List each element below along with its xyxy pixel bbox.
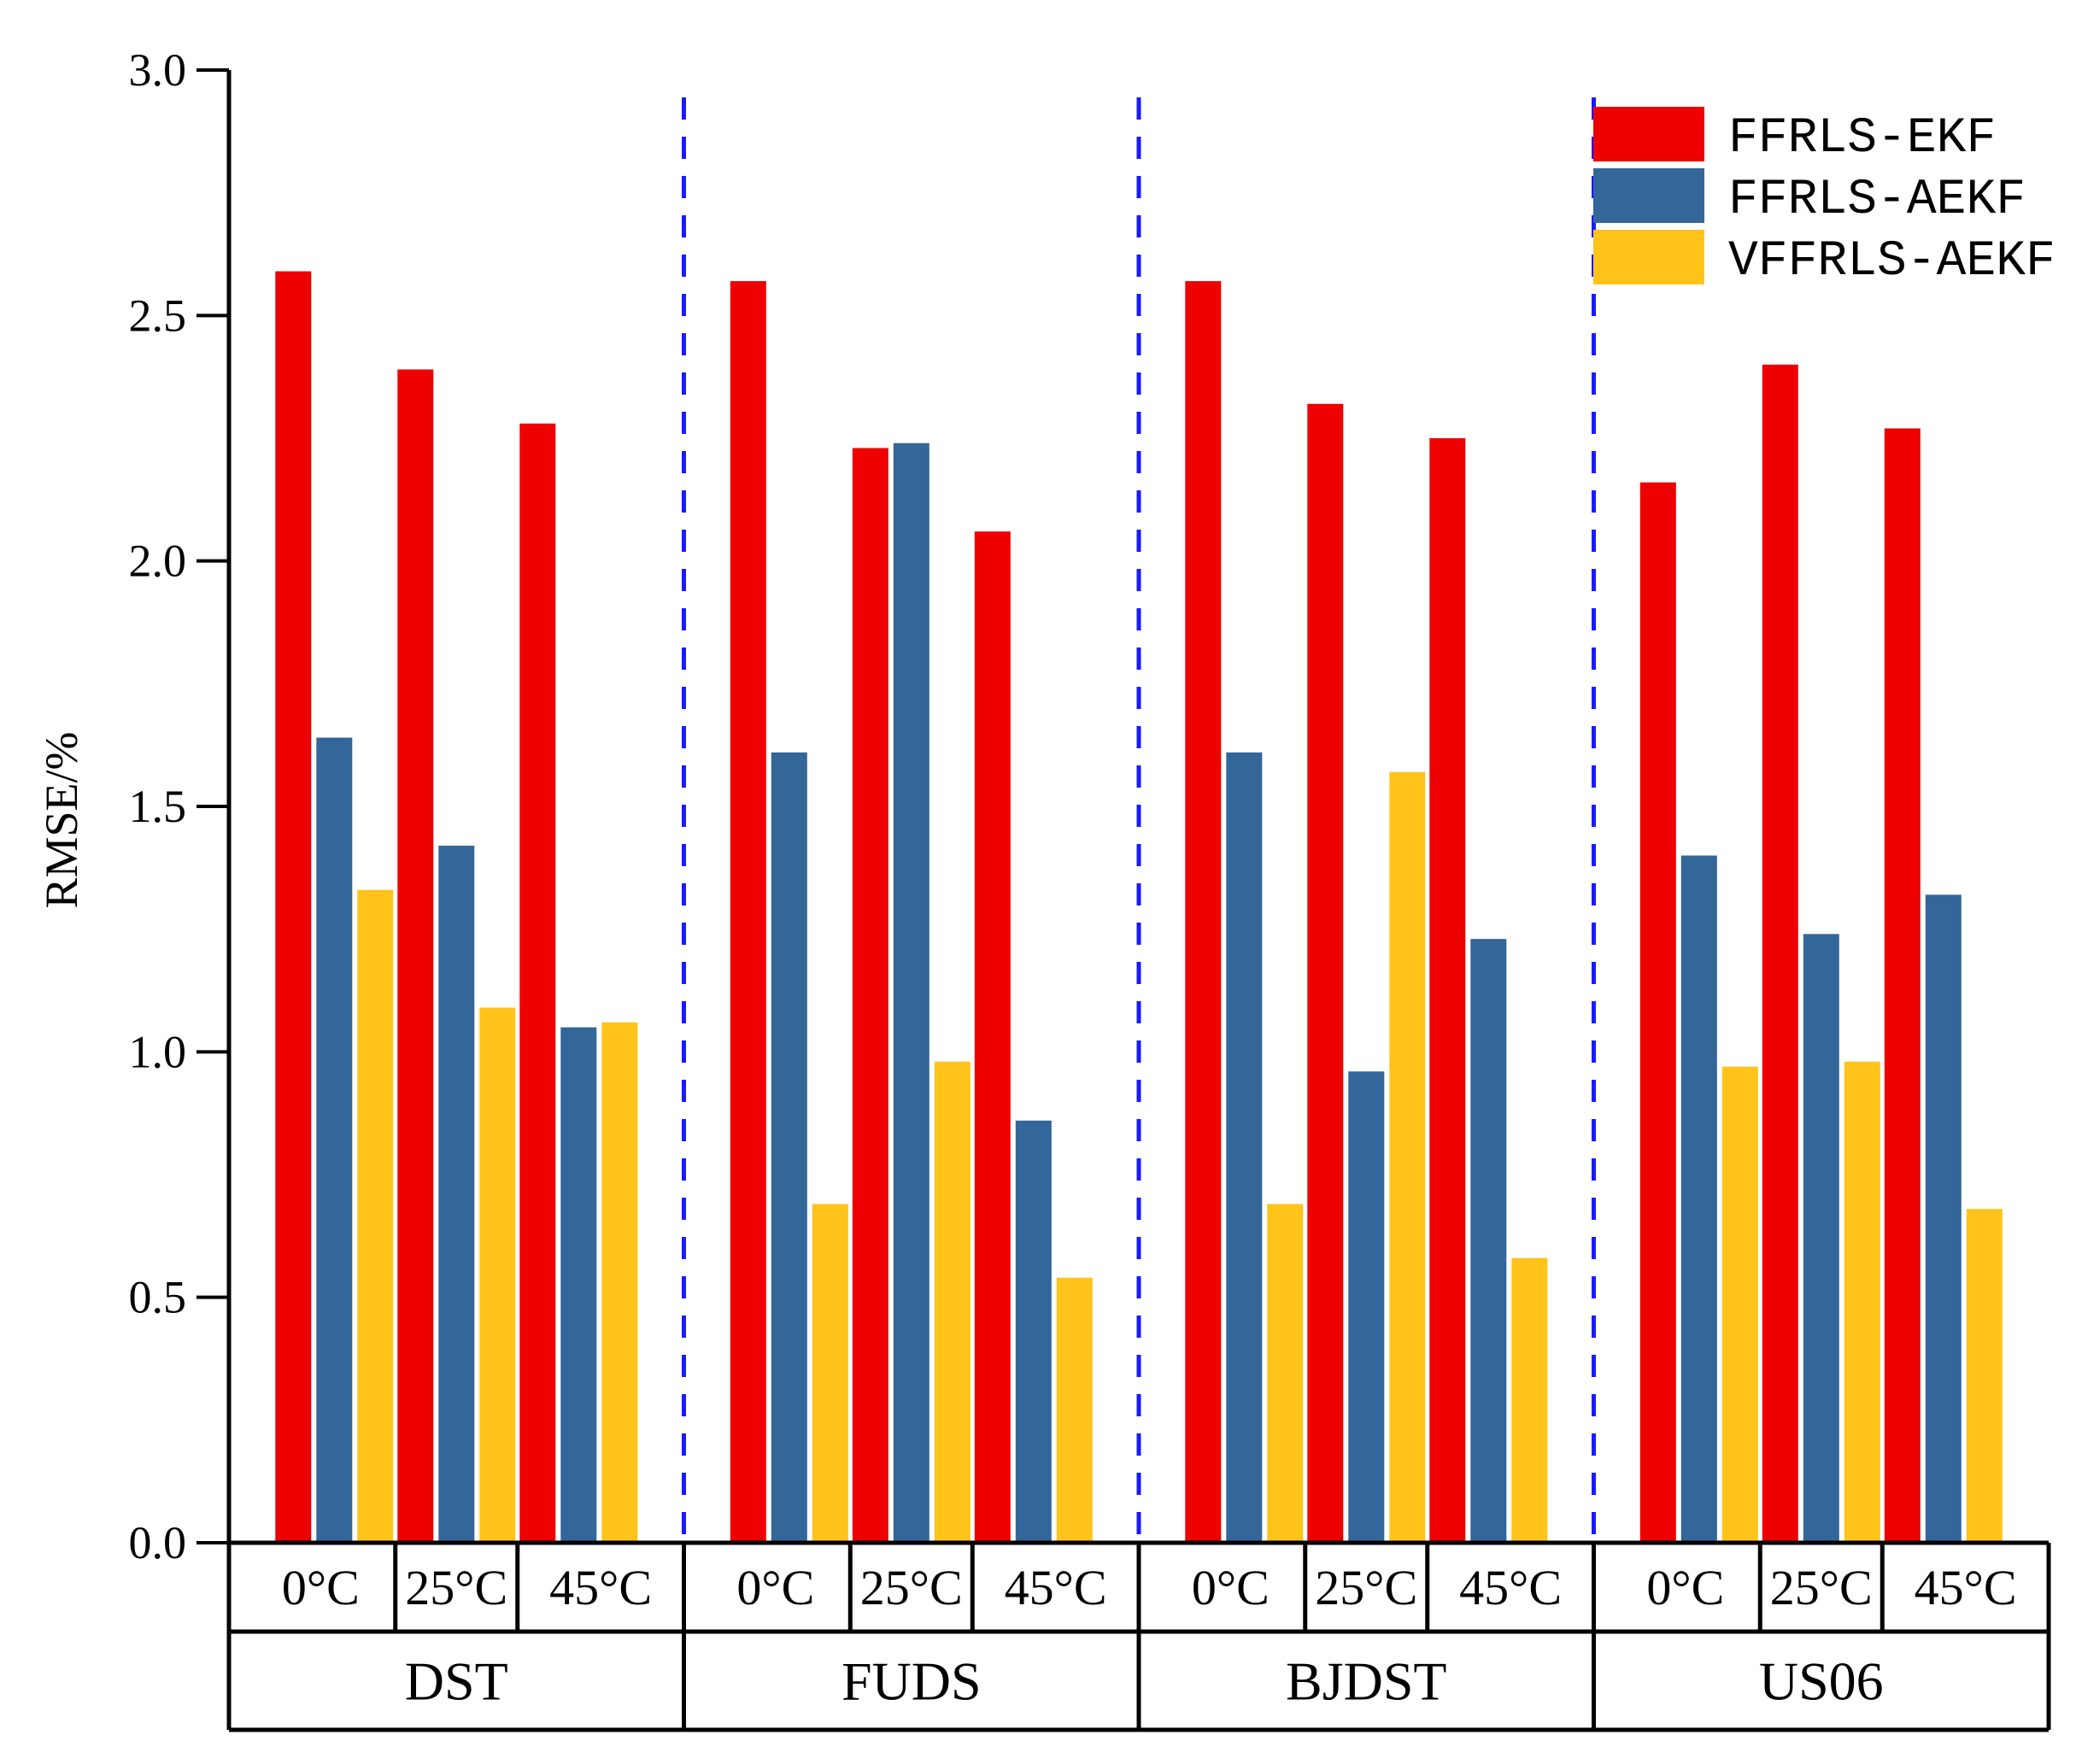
temperature-label: 45°C xyxy=(549,1560,652,1615)
legend-label-ffrls-aekf: FFRLS-AEKF xyxy=(1728,173,2026,228)
y-tick-label: 1.0 xyxy=(129,1026,187,1077)
bar-ffrls-ekf-dst-2 xyxy=(397,369,434,1543)
bar-ffrls-ekf-dst-1 xyxy=(275,271,312,1544)
bar-ffrls-ekf-bjdst-1 xyxy=(1185,281,1222,1544)
bar-ffrls-aekf-dst-1 xyxy=(316,737,353,1543)
temperature-label: 45°C xyxy=(1915,1560,2017,1615)
temperature-label: 0°C xyxy=(1646,1560,1724,1615)
y-tick-label: 2.5 xyxy=(129,290,187,341)
bar-vffrls-aekf-dst-3 xyxy=(601,1022,638,1543)
bar-ffrls-ekf-us06-1 xyxy=(1639,482,1676,1544)
temperature-label: 25°C xyxy=(405,1560,507,1615)
group-label-bjdst: BJDST xyxy=(1286,1651,1447,1712)
y-axis-label: RMSE/% xyxy=(36,731,87,908)
group-label-dst: DST xyxy=(405,1651,508,1712)
bar-ffrls-aekf-bjdst-2 xyxy=(1348,1071,1385,1543)
legend-label-vffrls-aekf: VFFRLS-AEKF xyxy=(1728,234,2055,290)
bar-ffrls-aekf-dst-3 xyxy=(560,1027,597,1543)
bar-ffrls-aekf-fuds-3 xyxy=(1015,1120,1052,1543)
bar-vffrls-aekf-fuds-1 xyxy=(812,1204,848,1543)
bar-ffrls-aekf-fuds-2 xyxy=(893,442,930,1544)
bar-ffrls-ekf-dst-3 xyxy=(519,423,556,1543)
bar-ffrls-ekf-fuds-3 xyxy=(974,531,1011,1544)
bar-vffrls-aekf-us06-2 xyxy=(1844,1061,1880,1543)
legend: FFRLS-EKF FFRLS-AEKF VFFRLS-AEKF xyxy=(1593,107,2055,290)
bar-vffrls-aekf-bjdst-2 xyxy=(1389,771,1426,1543)
bar-vffrls-aekf-bjdst-1 xyxy=(1267,1204,1304,1543)
temperature-label: 45°C xyxy=(1005,1560,1107,1615)
temperature-label: 0°C xyxy=(736,1560,814,1615)
legend-swatch-ffrls-ekf xyxy=(1593,107,1704,161)
bar-ffrls-aekf-us06-2 xyxy=(1803,934,1839,1543)
bar-vffrls-aekf-us06-3 xyxy=(1966,1209,2003,1543)
y-tick-label: 3.0 xyxy=(129,44,187,96)
y-tick-label: 0.0 xyxy=(129,1517,187,1568)
bar-ffrls-aekf-dst-2 xyxy=(438,846,475,1543)
legend-swatch-ffrls-aekf xyxy=(1593,168,1704,223)
y-ticks: 0.0 0.5 1.0 1.5 2.0 2.5 3.0 xyxy=(129,44,229,1568)
bar-vffrls-aekf-us06-1 xyxy=(1721,1066,1758,1543)
bar-vffrls-aekf-fuds-3 xyxy=(1056,1277,1093,1543)
bar-vffrls-aekf-bjdst-3 xyxy=(1511,1257,1548,1543)
temperature-label: 25°C xyxy=(1770,1560,1873,1615)
bar-ffrls-ekf-us06-2 xyxy=(1762,364,1798,1543)
bar-ffrls-ekf-fuds-2 xyxy=(852,448,888,1543)
bar-vffrls-aekf-dst-2 xyxy=(479,1007,516,1543)
temperature-label: 0°C xyxy=(1192,1560,1270,1615)
bar-ffrls-ekf-us06-3 xyxy=(1884,428,1921,1543)
temperature-label: 45°C xyxy=(1459,1560,1562,1615)
bar-ffrls-aekf-us06-1 xyxy=(1680,855,1717,1543)
legend-label-ffrls-ekf: FFRLS-EKF xyxy=(1728,111,1996,167)
bar-ffrls-ekf-bjdst-3 xyxy=(1429,438,1466,1543)
temperature-label: 0°C xyxy=(282,1560,360,1615)
bar-ffrls-ekf-bjdst-2 xyxy=(1307,403,1344,1543)
group-label-us06: US06 xyxy=(1759,1651,1884,1712)
legend-swatch-vffrls-aekf xyxy=(1593,230,1704,284)
bar-ffrls-aekf-us06-3 xyxy=(1925,894,1962,1543)
y-tick-label: 2.0 xyxy=(129,536,187,587)
group-dividers xyxy=(682,97,1596,1543)
bar-ffrls-ekf-fuds-1 xyxy=(730,281,766,1544)
bars-layer xyxy=(275,271,2003,1544)
bar-ffrls-aekf-fuds-1 xyxy=(771,752,807,1543)
y-tick-label: 1.5 xyxy=(129,781,187,832)
bar-ffrls-aekf-bjdst-3 xyxy=(1470,939,1507,1543)
temperature-label: 25°C xyxy=(860,1560,963,1615)
bar-vffrls-aekf-fuds-2 xyxy=(934,1061,971,1543)
bar-vffrls-aekf-dst-1 xyxy=(357,889,394,1543)
group-label-fuds: FUDS xyxy=(842,1651,982,1712)
temperature-label: 25°C xyxy=(1315,1560,1417,1615)
category-table: 0°C 25°C 45°C DST 0°C 25°C 45°C FUDS 0°C 25°C 45°C… xyxy=(229,1543,2049,1732)
y-tick-label: 0.5 xyxy=(129,1272,187,1323)
bar-ffrls-aekf-bjdst-1 xyxy=(1226,752,1263,1543)
